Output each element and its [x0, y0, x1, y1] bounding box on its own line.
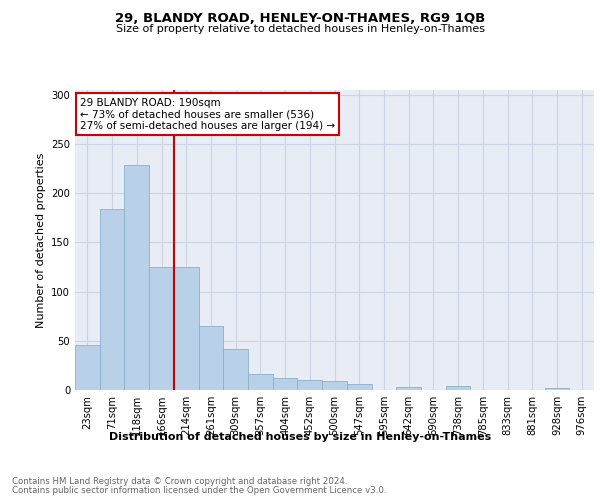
Text: 29 BLANDY ROAD: 190sqm
← 73% of detached houses are smaller (536)
27% of semi-de: 29 BLANDY ROAD: 190sqm ← 73% of detached…	[80, 98, 335, 130]
Bar	[298, 380, 322, 390]
Bar	[75, 345, 100, 390]
Y-axis label: Number of detached properties: Number of detached properties	[35, 152, 46, 328]
Bar	[223, 348, 248, 390]
Bar	[273, 378, 298, 390]
Text: 29, BLANDY ROAD, HENLEY-ON-THAMES, RG9 1QB: 29, BLANDY ROAD, HENLEY-ON-THAMES, RG9 1…	[115, 12, 485, 26]
Bar	[322, 381, 347, 390]
Bar	[149, 267, 174, 390]
Bar	[199, 326, 223, 390]
Text: Contains HM Land Registry data © Crown copyright and database right 2024.: Contains HM Land Registry data © Crown c…	[12, 477, 347, 486]
Text: Distribution of detached houses by size in Henley-on-Thames: Distribution of detached houses by size …	[109, 432, 491, 442]
Bar	[545, 388, 569, 390]
Bar	[174, 267, 199, 390]
Bar	[100, 209, 124, 390]
Bar	[124, 165, 149, 390]
Text: Size of property relative to detached houses in Henley-on-Thames: Size of property relative to detached ho…	[115, 24, 485, 34]
Text: Contains public sector information licensed under the Open Government Licence v3: Contains public sector information licen…	[12, 486, 386, 495]
Bar	[446, 386, 470, 390]
Bar	[347, 384, 371, 390]
Bar	[248, 374, 273, 390]
Bar	[396, 387, 421, 390]
